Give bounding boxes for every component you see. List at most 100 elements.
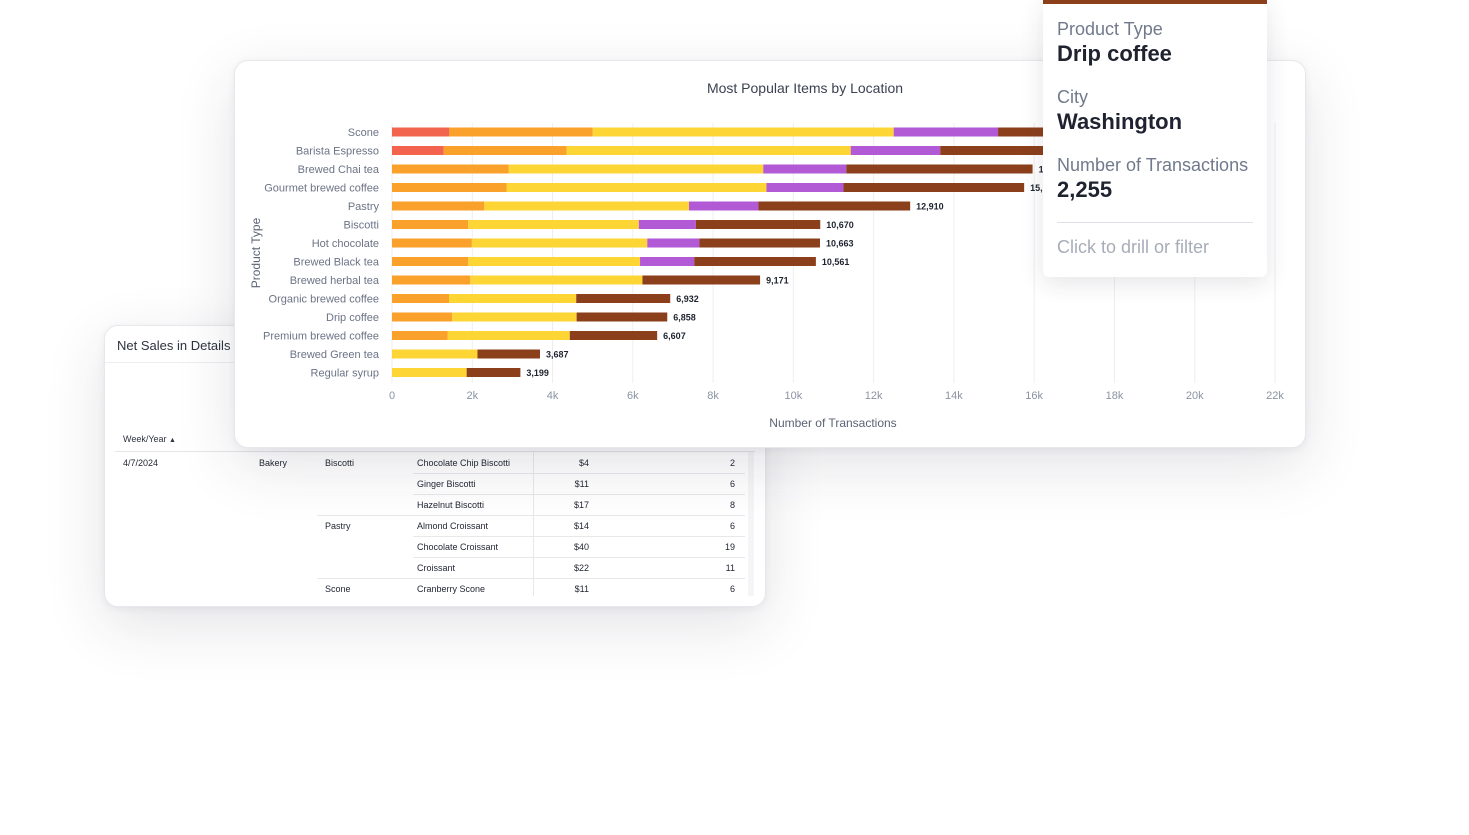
x-tick-label: 6k xyxy=(627,390,639,402)
bar-segment xyxy=(640,257,695,266)
table-scrollbar[interactable] xyxy=(748,452,754,596)
bar-segment xyxy=(763,164,847,174)
item-cell: Hazelnut Biscotti xyxy=(417,500,485,510)
row-divider xyxy=(413,473,745,474)
tooltip-city-value: Washington xyxy=(1057,109,1183,134)
item-cell: Almond Croissant xyxy=(417,521,489,531)
y-tick-label: Brewed Chai tea xyxy=(298,164,380,176)
bar-segment xyxy=(448,294,577,303)
x-tick-label: 14k xyxy=(945,390,963,402)
group-cell: Scone xyxy=(325,584,351,594)
bar-segment xyxy=(699,238,820,248)
y-axis-label: Product Type xyxy=(249,217,263,288)
y-tick-label: Brewed herbal tea xyxy=(290,275,380,287)
y-tick-label: Biscotti xyxy=(344,220,379,232)
bar-segment xyxy=(392,201,485,211)
bar-total-label: 3,199 xyxy=(526,368,549,378)
bar-segment xyxy=(392,220,469,229)
bar-segment xyxy=(843,183,1025,192)
item-cell: Cranberry Scone xyxy=(417,584,486,594)
header-divider xyxy=(115,451,755,452)
quantity-cell: 2 xyxy=(729,458,735,468)
x-tick-label: 12k xyxy=(865,390,883,402)
bar-segment xyxy=(392,164,509,174)
bar-segment xyxy=(452,312,577,322)
group-cell: Biscotti xyxy=(325,458,355,468)
y-tick-label: Brewed Green tea xyxy=(290,349,380,361)
bar-segment xyxy=(508,164,764,174)
y-tick-label: Barista Espresso xyxy=(296,146,379,158)
bar-segment xyxy=(576,294,671,303)
y-tick-label: Drip coffee xyxy=(326,312,379,324)
tooltip-product-type-label: Product Type xyxy=(1057,19,1163,39)
bar-segment xyxy=(466,368,521,377)
tooltip-transactions-label: Number of Transactions xyxy=(1057,155,1249,175)
bar-segment xyxy=(850,146,941,155)
bar-segment xyxy=(506,183,767,192)
bar-segment xyxy=(392,275,471,285)
price-cell: $40 xyxy=(573,542,589,552)
bar-segment xyxy=(477,349,540,359)
item-cell: Croissant xyxy=(417,563,456,573)
bar-segment xyxy=(758,201,911,211)
bar-segment xyxy=(766,183,844,192)
bar-segment xyxy=(392,257,469,266)
x-axis-label: Number of Transactions xyxy=(769,416,896,430)
price-cell: $22 xyxy=(573,563,589,573)
week-year-header[interactable]: Week/Year ▲ xyxy=(123,434,176,444)
bar-segment xyxy=(392,183,507,192)
quantity-cell: 11 xyxy=(725,563,735,573)
row-divider xyxy=(413,494,745,495)
bar-total-label: 6,932 xyxy=(676,294,699,304)
y-tick-label: Gourmet brewed coffee xyxy=(264,183,379,195)
bar-total-label: 6,858 xyxy=(673,313,696,323)
row-divider xyxy=(317,515,745,516)
bar-segment xyxy=(392,368,467,377)
x-tick-label: 4k xyxy=(547,390,559,402)
bar-segment xyxy=(569,331,658,340)
bar-segment xyxy=(471,238,648,248)
bar-segment xyxy=(392,127,450,137)
tooltip-city-label: City xyxy=(1057,87,1088,107)
bar-segment xyxy=(392,331,448,340)
bar-chart: 0 2k 4k 6k 8k 10k 12k 14k 16k 18k 20k 22k Most Popul… xyxy=(249,80,1284,430)
table-title: Net Sales in Details xyxy=(117,338,231,353)
bar-total-label: 10,670 xyxy=(826,220,854,230)
bar-segment xyxy=(647,238,700,248)
bar-segment xyxy=(449,127,593,137)
bar-segment xyxy=(392,294,449,303)
bar-segment xyxy=(566,146,851,155)
item-cell: Chocolate Croissant xyxy=(417,542,499,552)
quantity-cell: 6 xyxy=(729,584,735,594)
bar-total-label: 12,910 xyxy=(916,202,944,212)
item-cell: Ginger Biscotti xyxy=(417,479,476,489)
quantity-cell: 6 xyxy=(729,521,735,531)
bar-segment xyxy=(642,275,761,285)
x-tick-label: 8k xyxy=(707,390,719,402)
quantity-cell: 8 xyxy=(729,500,735,510)
bar-segment xyxy=(846,164,1033,174)
column-divider xyxy=(533,452,534,596)
x-tick-label: 22k xyxy=(1266,390,1284,402)
x-tick-label: 16k xyxy=(1025,390,1043,402)
week-year-header-label: Week/Year xyxy=(123,434,167,444)
y-tick-label: Hot chocolate xyxy=(312,238,379,250)
bar-segment xyxy=(392,238,472,248)
y-tick-label: Brewed Black tea xyxy=(293,257,379,269)
row-divider xyxy=(413,557,745,558)
y-tick-label: Scone xyxy=(348,127,379,139)
chart-tooltip: Product Type Drip coffee City Washington… xyxy=(1043,0,1267,277)
bar-segment xyxy=(940,146,1121,155)
bar-segment xyxy=(443,146,567,155)
week-cell: 4/7/2024 xyxy=(123,458,159,468)
x-tick-label: 2k xyxy=(466,390,478,402)
quantity-cell: 6 xyxy=(729,479,735,489)
x-tick-label: 18k xyxy=(1106,390,1124,402)
title-divider xyxy=(105,362,235,363)
sort-ascending-icon: ▲ xyxy=(169,437,176,444)
tooltip-drill-hint[interactable]: Click to drill or filter xyxy=(1057,237,1210,257)
tooltip-product-type-value: Drip coffee xyxy=(1057,41,1172,66)
y-tick-label: Organic brewed coffee xyxy=(269,294,379,306)
bar-segment xyxy=(893,127,999,137)
bar-total-label: 10,663 xyxy=(826,239,854,249)
